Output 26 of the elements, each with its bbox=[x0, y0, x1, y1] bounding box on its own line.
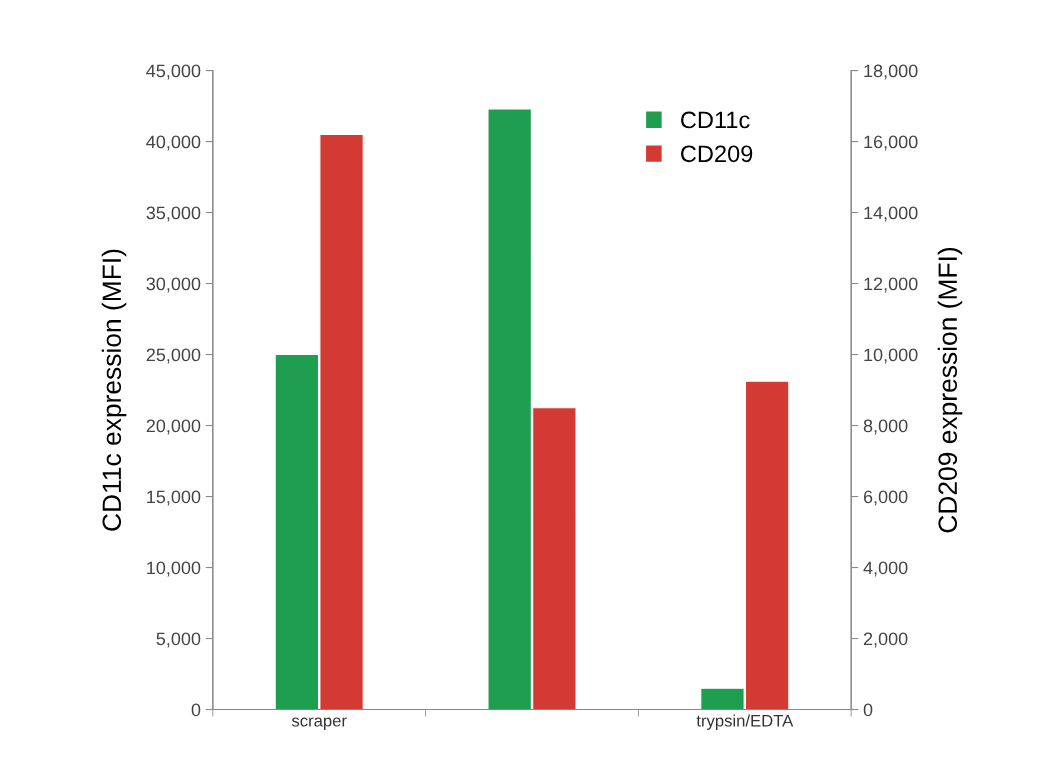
y2-tick-label: 10,000 bbox=[864, 348, 918, 364]
y2-tick-label: 14,000 bbox=[864, 206, 918, 222]
y2-tick-label: 8,000 bbox=[863, 419, 908, 435]
legend-label: CD11c bbox=[681, 111, 750, 129]
y-tick-label: 45,000 bbox=[146, 64, 201, 80]
x-tick-label: scraper bbox=[291, 717, 347, 730]
y-tick-label: 20,000 bbox=[146, 419, 201, 435]
y-tick-label: 5,000 bbox=[156, 632, 201, 648]
legend-label: CD209 bbox=[681, 145, 753, 163]
y-tick-label: 25,000 bbox=[146, 348, 201, 364]
y2-tick-label: 2,000 bbox=[863, 632, 908, 648]
y-tick-label: 40,000 bbox=[146, 135, 201, 151]
y2-tick-label: 0 bbox=[863, 703, 873, 717]
y2-tick-label: 6,000 bbox=[863, 490, 908, 506]
y-axis-title: CD11c expression (MFI) bbox=[101, 249, 127, 531]
y2-tick-label: 18,000 bbox=[864, 64, 918, 80]
y-tick-label: 10,000 bbox=[147, 561, 201, 577]
y-tick-label: 0 bbox=[191, 703, 201, 717]
x-tick-label: trypsin/EDTA bbox=[696, 714, 794, 730]
y-tick-label: 15,000 bbox=[147, 490, 201, 506]
y2-axis-title: CD209 expression (MFI) bbox=[937, 247, 963, 533]
y-tick-label: 30,000 bbox=[146, 277, 201, 293]
y2-tick-label: 16,000 bbox=[864, 135, 918, 151]
y2-tick-label: 12,000 bbox=[864, 277, 918, 293]
y-tick-label: 35,000 bbox=[146, 206, 201, 222]
y2-tick-label: 4,000 bbox=[863, 561, 908, 577]
